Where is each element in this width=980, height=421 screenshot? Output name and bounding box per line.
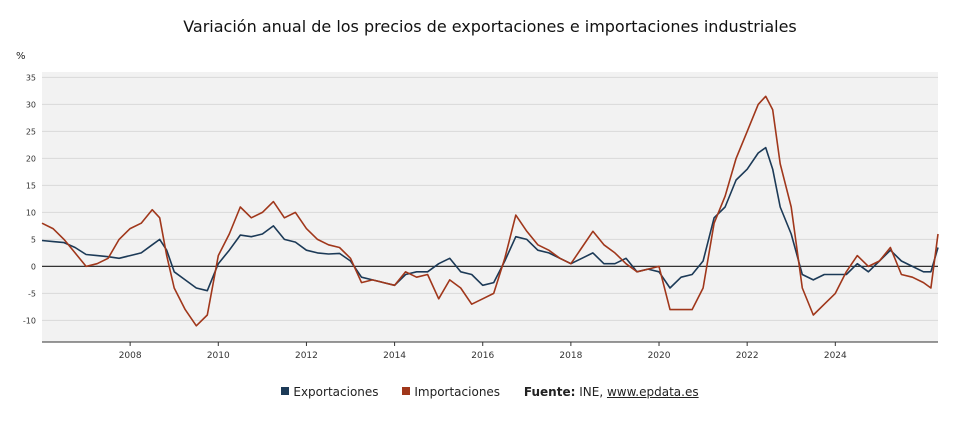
legend-label-exportaciones: Exportaciones	[293, 384, 379, 399]
y-tick-label: 10	[26, 208, 36, 217]
series-line-importaciones	[41, 95, 939, 327]
y-tick-label: 20	[26, 154, 36, 163]
source-credit: Fuente: INE, www.epdata.es	[524, 385, 699, 399]
y-tick-label: 35	[26, 73, 36, 82]
source-link[interactable]: www.epdata.es	[606, 384, 699, 399]
legend-label-importaciones: Importaciones	[414, 384, 501, 399]
x-tick-label: 2014	[383, 351, 406, 361]
source-text: INE,	[579, 384, 604, 399]
legend-item-importaciones[interactable]: Importaciones	[402, 385, 500, 399]
legend: Exportaciones Importaciones Fuente: INE,…	[0, 384, 980, 399]
legend-item-exportaciones[interactable]: Exportaciones	[281, 384, 379, 399]
y-tick-label: -10	[23, 316, 36, 325]
y-tick-label: 15	[26, 181, 36, 190]
x-tick-label: 2010	[207, 351, 230, 361]
chart-title: Variación anual de los precios de export…	[183, 17, 797, 36]
legend-swatch-importaciones	[402, 387, 411, 395]
source-label: Fuente:	[523, 384, 576, 399]
x-axis-ticks: 2008 2010 2012 2014 2016 2018 2020 2022 2024	[119, 342, 847, 361]
legend-swatch-exportaciones	[281, 387, 290, 395]
plot-area	[42, 72, 938, 342]
y-tick-label: 5	[31, 235, 36, 244]
x-tick-label: 2024	[824, 351, 847, 361]
y-tick-label: 25	[26, 127, 36, 136]
x-tick-label: 2018	[559, 351, 582, 361]
y-axis-ticks: -10 -5 0 5 10 15 20 25 30 35	[23, 73, 36, 325]
y-tick-label: -5	[28, 289, 36, 298]
series-line-exportaciones	[41, 146, 939, 292]
x-tick-label: 2008	[119, 351, 142, 361]
y-axis-unit: %	[16, 51, 26, 62]
x-tick-label: 2020	[648, 351, 671, 361]
x-tick-label: 2022	[736, 351, 759, 361]
x-tick-label: 2016	[471, 351, 494, 361]
series-lines	[41, 95, 939, 327]
y-tick-label: 30	[26, 100, 36, 109]
y-tick-label: 0	[31, 262, 36, 271]
x-tick-label: 2012	[295, 351, 318, 361]
